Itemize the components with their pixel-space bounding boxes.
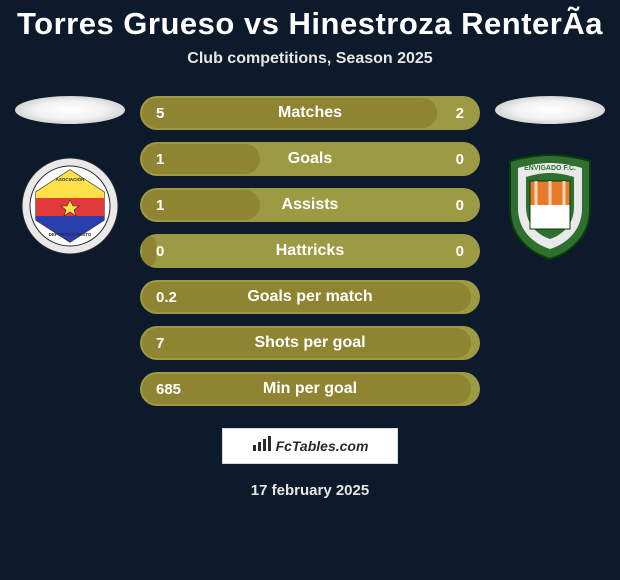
stat-label: Min per goal: [210, 380, 410, 398]
player-halo-right: [495, 96, 605, 124]
stat-value-left: 1: [140, 151, 210, 168]
stat-value-left: 5: [140, 105, 210, 122]
brand-chart-icon: [252, 436, 272, 457]
right-column: ENVIGADO F.C.: [490, 96, 610, 256]
svg-text:DEPORTIVO PASTO: DEPORTIVO PASTO: [49, 232, 92, 237]
stat-row: 685Min per goal: [140, 372, 480, 406]
stat-row: 0.2Goals per match: [140, 280, 480, 314]
stat-value-left: 1: [140, 197, 210, 214]
stat-label: Assists: [210, 196, 410, 214]
stat-row: 1Assists0: [140, 188, 480, 222]
stat-label: Hattricks: [210, 242, 410, 260]
stat-value-right: 2: [410, 105, 480, 122]
stat-row: 7Shots per goal: [140, 326, 480, 360]
left-column: ASOCIACIÓN DEPORTIVO PASTO: [10, 96, 130, 256]
page-subtitle: Club competitions, Season 2025: [0, 50, 620, 68]
crest-pasto-icon: ASOCIACIÓN DEPORTIVO PASTO: [20, 156, 120, 256]
stats-column: 5Matches21Goals01Assists00Hattricks00.2G…: [140, 96, 480, 406]
stat-label: Matches: [210, 104, 410, 122]
brand-box: FcTables.com: [222, 428, 398, 464]
stat-value-left: 0.2: [140, 289, 210, 306]
svg-text:ASOCIACIÓN: ASOCIACIÓN: [56, 175, 85, 182]
stat-value-left: 0: [140, 243, 210, 260]
stat-value-right: 0: [410, 243, 480, 260]
team-badge-right: ENVIGADO F.C.: [500, 156, 600, 256]
team-badge-left: ASOCIACIÓN DEPORTIVO PASTO: [20, 156, 120, 256]
brand-text: FcTables.com: [276, 438, 369, 454]
stat-row: 0Hattricks0: [140, 234, 480, 268]
stat-label: Shots per goal: [210, 334, 410, 352]
stat-value-right: 0: [410, 197, 480, 214]
stat-row: 1Goals0: [140, 142, 480, 176]
stat-value-left: 7: [140, 335, 210, 352]
stat-label: Goals per match: [210, 288, 410, 306]
stat-label: Goals: [210, 150, 410, 168]
crest-envigado-icon: ENVIGADO F.C.: [500, 151, 600, 261]
stat-value-left: 685: [140, 381, 210, 398]
main-row: ASOCIACIÓN DEPORTIVO PASTO 5Matches21Goa…: [0, 96, 620, 406]
stat-row: 5Matches2: [140, 96, 480, 130]
comparison-infographic: Torres Grueso vs Hinestroza RenterÃ­a Cl…: [0, 0, 620, 580]
stat-value-right: 0: [410, 151, 480, 168]
date-line: 17 february 2025: [0, 482, 620, 499]
player-halo-left: [15, 96, 125, 124]
page-title: Torres Grueso vs Hinestroza RenterÃ­a: [0, 6, 620, 42]
svg-text:ENVIGADO F.C.: ENVIGADO F.C.: [524, 165, 576, 172]
